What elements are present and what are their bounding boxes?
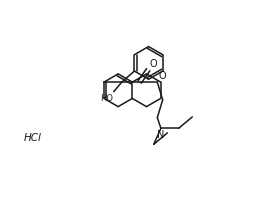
Text: O: O [158,71,166,81]
Text: O: O [149,59,157,69]
Text: HCl: HCl [23,133,41,143]
Text: HO: HO [100,94,113,103]
Text: N: N [157,130,165,140]
